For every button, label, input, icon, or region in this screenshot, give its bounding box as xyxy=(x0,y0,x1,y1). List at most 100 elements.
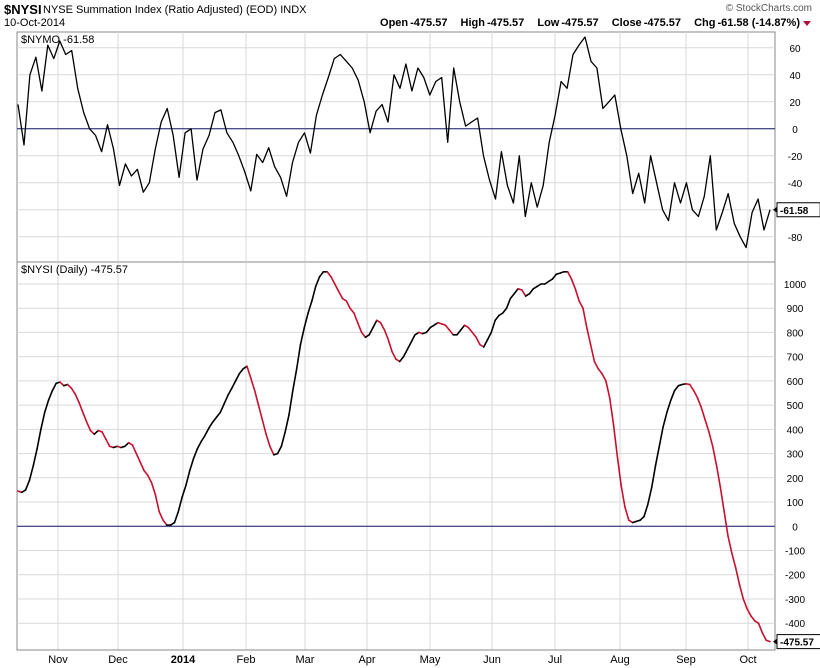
nysi-line-segment xyxy=(40,411,46,431)
nysi-line-segment xyxy=(372,319,378,329)
nysi-line-segment xyxy=(253,389,260,406)
nysi-line-segment xyxy=(231,380,237,390)
nysi-line-segment xyxy=(74,393,80,404)
nysi-line-segment xyxy=(723,510,729,537)
nysi-line-segment xyxy=(326,270,332,278)
x-axis-month-label: 2014 xyxy=(171,654,196,666)
nysi-line-segment xyxy=(482,338,489,348)
nysi-line-segment xyxy=(750,615,756,622)
nymo-y-tick-label: 40 xyxy=(789,71,801,82)
nysi-line-segment xyxy=(276,445,283,455)
nysi-line-segment xyxy=(139,461,145,472)
nysi-y-tick-label: -400 xyxy=(785,619,805,630)
nysi-line-segment xyxy=(456,329,462,336)
nysi-line-segment xyxy=(654,445,661,467)
nysi-line-segment xyxy=(32,447,38,467)
nysi-line-segment xyxy=(356,321,363,334)
x-axis-month-label: Mar xyxy=(296,654,315,666)
nysi-line-segment xyxy=(291,367,298,392)
nysi-line-segment xyxy=(238,367,244,375)
nysi-line-segment xyxy=(448,329,455,336)
x-axis-month-label: Aug xyxy=(610,654,630,666)
nysi-line-segment xyxy=(189,457,195,472)
down-arrow-icon xyxy=(803,21,811,26)
nysi-line-segment xyxy=(666,399,672,414)
nysi-line-segment xyxy=(154,493,160,513)
nysi-line-segment xyxy=(585,326,592,346)
nysi-line-segment xyxy=(459,324,466,331)
nysi-line-segment xyxy=(185,469,191,486)
nysi-line-segment xyxy=(215,411,222,419)
nymo-last-value-pointer xyxy=(773,206,777,213)
nysi-line-segment xyxy=(646,486,653,506)
nysi-line-segment xyxy=(208,421,214,429)
nysi-line-segment xyxy=(177,496,183,513)
nysi-line-segment xyxy=(234,372,241,382)
nysi-line-segment xyxy=(360,331,367,339)
nysi-y-tick-label: -200 xyxy=(785,571,805,582)
nysi-line-segment xyxy=(658,426,664,448)
nysi-line-segment xyxy=(181,484,187,499)
nysi-line-segment xyxy=(337,290,344,300)
x-axis-month-label: Jul xyxy=(548,654,562,666)
nysi-line-segment xyxy=(85,421,92,432)
nysi-line-segment xyxy=(66,383,73,390)
nysi-line-segment xyxy=(250,377,256,392)
nysi-y-tick-label: 600 xyxy=(787,377,804,388)
nymo-panel-frame xyxy=(16,31,776,263)
nysi-line-segment xyxy=(673,384,680,392)
nysi-line-segment xyxy=(28,464,35,482)
nysi-line-segment xyxy=(387,338,393,353)
nysi-line-segment xyxy=(303,312,309,329)
nysi-line-segment xyxy=(650,464,657,489)
nysi-y-tick-label: 200 xyxy=(787,474,804,485)
nysi-line-segment xyxy=(391,350,397,360)
nysi-line-segment xyxy=(124,441,130,448)
nymo-y-tick-label: 0 xyxy=(792,125,798,136)
nysi-panel-frame xyxy=(16,261,776,651)
nysi-line-segment xyxy=(761,632,768,642)
nysi-line-segment xyxy=(265,433,271,448)
nysi-line-segment xyxy=(89,429,96,436)
nysi-line-segment xyxy=(528,287,535,295)
nysi-line-segment xyxy=(150,481,157,496)
nysi-line-segment xyxy=(471,331,477,339)
symbol-label: $NYSI xyxy=(4,2,42,17)
nysi-y-tick-label: 300 xyxy=(787,450,804,461)
nysi-line-segment xyxy=(521,289,527,297)
nysi-line-segment xyxy=(349,307,355,314)
nymo-line xyxy=(17,36,771,249)
nysi-line-segment xyxy=(688,383,695,392)
x-axis-month-label: Dec xyxy=(108,654,128,666)
nysi-line-segment xyxy=(353,312,359,324)
nysi-line-segment xyxy=(173,510,180,524)
nysi-line-segment xyxy=(345,300,351,310)
nysi-line-segment xyxy=(620,484,626,508)
nysi-line-segment xyxy=(605,380,611,399)
nysi-line-segment xyxy=(51,382,58,392)
nysi-line-segment xyxy=(269,445,275,456)
nysi-line-segment xyxy=(444,324,451,331)
nysi-line-segment xyxy=(578,300,584,310)
nysi-line-segment xyxy=(383,329,390,341)
nymo-y-tick-label: 20 xyxy=(789,98,801,109)
nysi-line-segment xyxy=(669,389,676,402)
nysi-line-segment xyxy=(368,326,374,336)
nysi-line-segment xyxy=(200,434,206,443)
nysi-line-segment xyxy=(704,418,710,433)
watermark: © StockCharts.com xyxy=(725,3,812,14)
nysi-line-segment xyxy=(280,430,287,448)
nymo-y-tick-label: -20 xyxy=(788,152,803,163)
nysi-line-segment xyxy=(574,287,580,302)
nysi-line-segment xyxy=(486,331,493,341)
nysi-y-tick-label: 100 xyxy=(787,498,804,509)
nysi-y-tick-label: -300 xyxy=(785,595,805,606)
nysi-line-segment xyxy=(47,389,54,402)
nysi-line-segment xyxy=(24,479,31,491)
nysi-line-segment xyxy=(513,287,519,295)
nysi-line-segment xyxy=(147,474,153,484)
nysi-line-segment xyxy=(93,429,99,436)
chg-label: Chg xyxy=(694,17,716,29)
nysi-line-segment xyxy=(59,381,65,387)
nysi-line-segment xyxy=(662,411,668,428)
